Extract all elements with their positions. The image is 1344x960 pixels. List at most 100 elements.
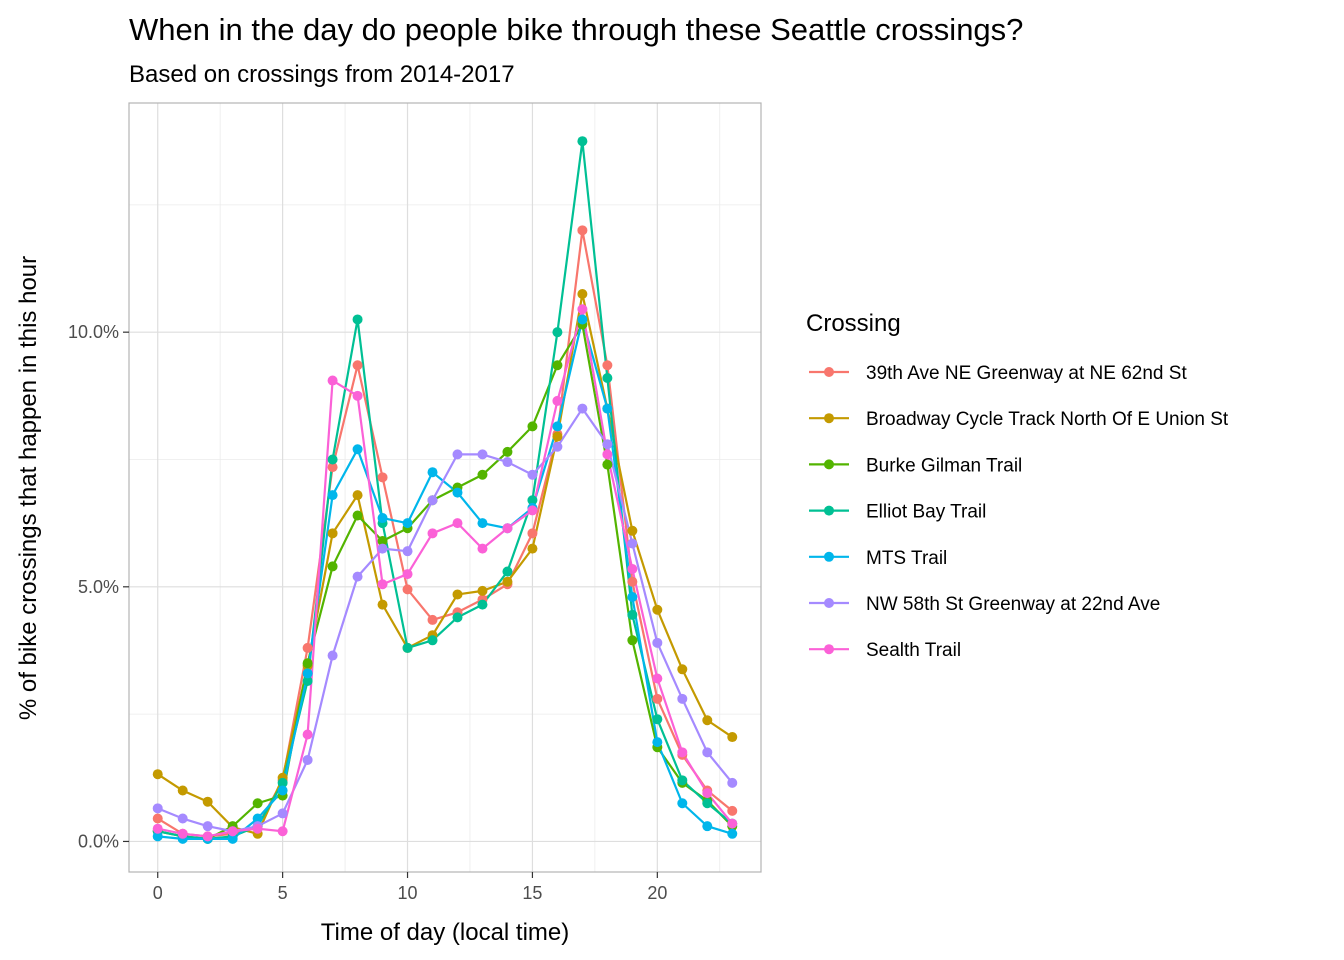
data-point	[252, 823, 263, 834]
data-point	[402, 546, 413, 557]
legend-key-point	[824, 551, 834, 562]
data-point	[502, 457, 513, 468]
data-point	[527, 505, 538, 516]
data-point	[577, 403, 588, 414]
data-point	[277, 777, 288, 788]
data-point	[702, 715, 713, 726]
panel-background	[129, 103, 761, 872]
data-point	[577, 136, 588, 147]
data-point	[652, 637, 663, 648]
x-tick-label: 5	[278, 883, 288, 903]
data-point	[377, 599, 388, 610]
data-point	[477, 543, 488, 554]
data-point	[477, 449, 488, 460]
data-point	[652, 737, 663, 748]
data-point	[427, 528, 438, 539]
data-point	[327, 528, 338, 539]
legend-label: Sealth Trail	[866, 640, 961, 661]
data-point	[527, 528, 538, 539]
data-point	[202, 796, 213, 807]
data-point	[502, 446, 513, 457]
data-point	[302, 676, 313, 687]
data-point	[727, 828, 738, 839]
legend-label: Broadway Cycle Track North Of E Union St	[866, 409, 1229, 430]
data-point	[377, 543, 388, 554]
data-point	[527, 421, 538, 432]
data-point	[527, 543, 538, 554]
data-point	[452, 449, 463, 460]
data-point	[477, 599, 488, 610]
data-point	[252, 813, 263, 824]
series-line-2	[157, 323, 734, 840]
data-point	[302, 642, 313, 653]
data-point	[727, 777, 738, 788]
data-point	[327, 454, 338, 465]
data-point	[377, 579, 388, 590]
data-point	[677, 798, 688, 809]
data-point	[677, 775, 688, 786]
data-point	[627, 635, 638, 646]
x-axis-title: Time of day (local time)	[321, 919, 570, 946]
data-point	[552, 327, 563, 338]
panel-border	[128, 102, 762, 873]
legend-key-point	[824, 459, 834, 470]
data-point	[377, 535, 388, 546]
data-point	[602, 403, 613, 414]
data-point	[452, 487, 463, 498]
data-point	[502, 576, 513, 587]
data-point	[652, 673, 663, 684]
data-point	[602, 459, 613, 470]
axis-ticks: 0 5 10 15 20 0.0% 5.0% 10.0%	[68, 322, 667, 903]
data-point	[152, 813, 163, 824]
data-point	[702, 747, 713, 758]
legend-key-point	[824, 367, 834, 377]
data-point	[627, 525, 638, 536]
x-tick-label: 20	[647, 883, 667, 903]
data-point	[152, 769, 163, 780]
data-point	[427, 467, 438, 478]
data-point	[302, 668, 313, 679]
data-point	[452, 612, 463, 623]
data-point	[452, 589, 463, 600]
data-point	[527, 495, 538, 506]
data-point	[177, 785, 188, 796]
data-point	[652, 714, 663, 725]
data-point	[652, 693, 663, 704]
data-point	[627, 576, 638, 587]
data-point	[577, 314, 588, 325]
data-point	[277, 826, 288, 837]
data-point	[627, 538, 638, 549]
data-point	[427, 495, 438, 506]
legend: Crossing 39th Ave NE Greenway at NE 62nd…	[806, 310, 1229, 661]
data-point	[377, 513, 388, 524]
data-point	[552, 431, 563, 442]
data-point	[177, 813, 188, 824]
data-point	[627, 609, 638, 620]
x-tick-label: 15	[522, 883, 542, 903]
data-point	[177, 828, 188, 839]
y-axis-title: % of bike crossings that happen in this …	[15, 256, 42, 720]
data-point	[252, 798, 263, 809]
data-point	[302, 729, 313, 740]
data-point	[702, 821, 713, 832]
data-point	[702, 788, 713, 799]
data-point	[502, 566, 513, 577]
y-tick-label: 10.0%	[68, 322, 119, 342]
data-point	[652, 604, 663, 615]
data-point	[327, 375, 338, 386]
data-point	[227, 833, 238, 844]
data-point	[327, 561, 338, 572]
data-point	[352, 490, 363, 501]
data-point	[202, 831, 213, 842]
data-point	[427, 614, 438, 625]
legend-key-point	[824, 505, 834, 516]
data-point	[327, 490, 338, 501]
x-tick-label: 10	[398, 883, 418, 903]
data-point	[352, 571, 363, 582]
data-point	[352, 444, 363, 455]
data-point	[552, 441, 563, 452]
data-point	[302, 754, 313, 765]
data-point	[152, 823, 163, 834]
data-point	[477, 469, 488, 480]
data-point	[702, 798, 713, 809]
